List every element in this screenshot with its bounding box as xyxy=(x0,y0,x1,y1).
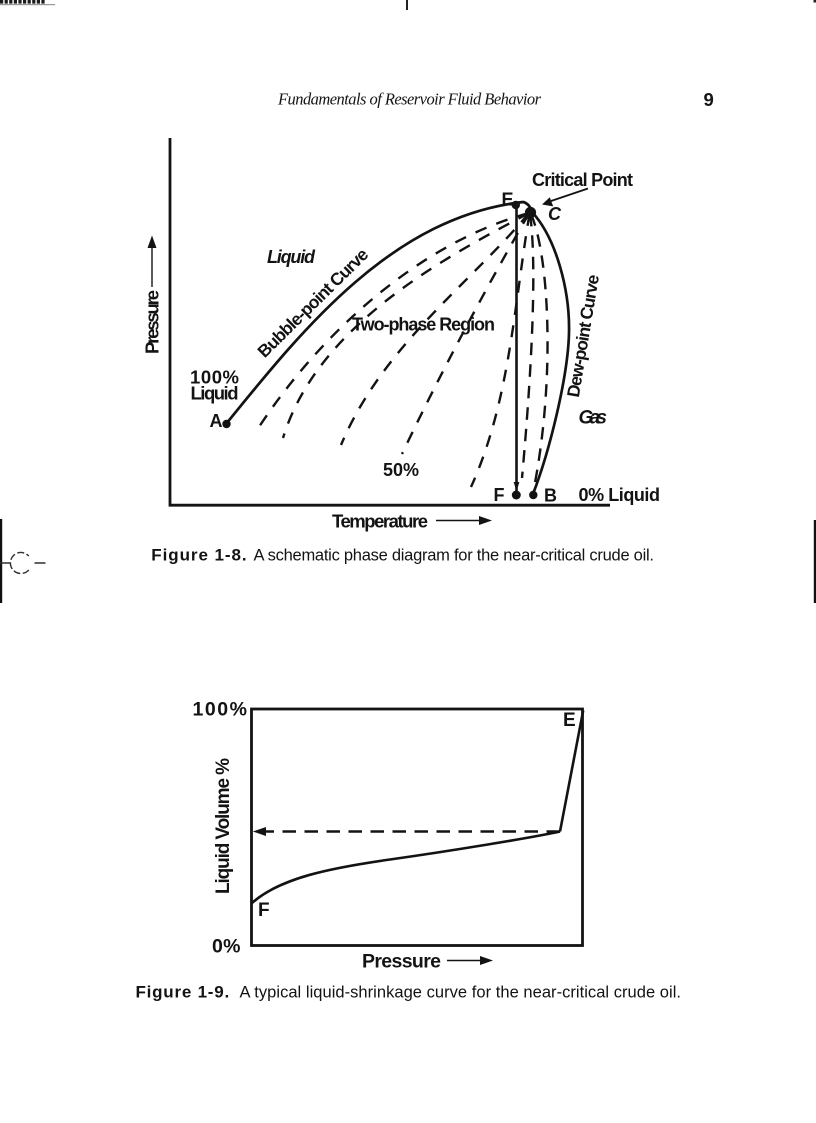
svg-text:Two-phase Region: Two-phase Region xyxy=(352,315,495,335)
svg-text:0% Liquid: 0% Liquid xyxy=(579,485,661,505)
svg-text:E: E xyxy=(563,710,576,731)
svg-text:100%: 100% xyxy=(193,699,248,721)
svg-text:A schematic phase diagram for: A schematic phase diagram for the near-c… xyxy=(254,547,655,565)
svg-text:100%: 100% xyxy=(190,367,239,388)
svg-text:Liquid: Liquid xyxy=(191,383,239,404)
svg-text:9: 9 xyxy=(704,89,714,110)
svg-text:C: C xyxy=(548,204,562,224)
svg-text:A: A xyxy=(210,411,223,431)
svg-text:Liquid: Liquid xyxy=(267,247,316,267)
svg-text:Fundamentals of Reservoir Flui: Fundamentals of Reservoir Fluid Behavior xyxy=(277,90,542,109)
svg-text:Figure 1-8.: Figure 1-8. xyxy=(151,546,246,565)
svg-text:E: E xyxy=(502,190,514,210)
svg-text:B: B xyxy=(544,486,557,506)
svg-text:Gas: Gas xyxy=(579,408,608,429)
svg-text:Figure 1-9.: Figure 1-9. xyxy=(136,983,230,1002)
svg-text:F: F xyxy=(258,900,270,921)
svg-text:0%: 0% xyxy=(212,936,241,958)
svg-text:A typical liquid-shrinkage cur: A typical liquid-shrinkage curve for the… xyxy=(240,984,682,1002)
svg-text:Pressure: Pressure xyxy=(142,290,163,354)
svg-text:Pressure: Pressure xyxy=(362,950,441,972)
svg-text:F: F xyxy=(494,485,505,505)
svg-text:Temperature: Temperature xyxy=(332,511,428,532)
svg-text:Critical Point: Critical Point xyxy=(532,170,633,190)
svg-text:Liquid Volume %: Liquid Volume % xyxy=(213,758,234,894)
svg-text:50%: 50% xyxy=(383,460,419,480)
